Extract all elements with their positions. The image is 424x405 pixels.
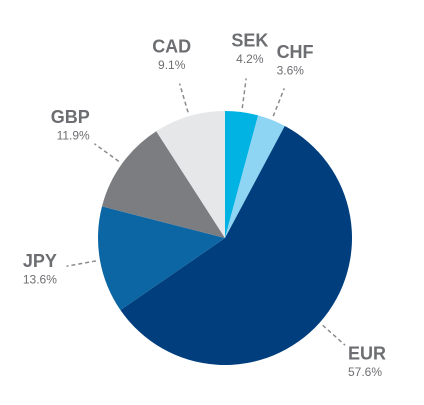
pie-slice xyxy=(98,206,225,311)
slice-label: GBP xyxy=(51,107,90,127)
slice-value-label: 3.6% xyxy=(277,63,305,77)
pie-slice xyxy=(101,131,225,238)
leader-line xyxy=(272,88,285,117)
slice-label: JPY xyxy=(23,251,57,271)
slice-label: EUR xyxy=(348,344,386,364)
leader-line xyxy=(94,143,120,162)
slice-value-label: 4.2% xyxy=(236,52,264,66)
slice-value-label: 57.6% xyxy=(348,365,382,379)
pie-slice xyxy=(156,111,225,238)
slice-value-label: 11.9% xyxy=(57,129,90,143)
pie-slice xyxy=(225,115,285,238)
leader-line xyxy=(66,260,97,267)
leader-line xyxy=(322,324,346,346)
slice-label: SEK xyxy=(231,30,268,50)
leader-line xyxy=(178,83,189,113)
pie-slice xyxy=(120,125,352,365)
slice-value-label: 9.1% xyxy=(158,58,186,72)
slice-value-label: 13.6% xyxy=(23,272,57,286)
pie-slice xyxy=(225,111,259,238)
slice-label: CAD xyxy=(152,36,191,56)
leader-line xyxy=(241,78,247,109)
slice-label: CHF xyxy=(277,42,314,62)
